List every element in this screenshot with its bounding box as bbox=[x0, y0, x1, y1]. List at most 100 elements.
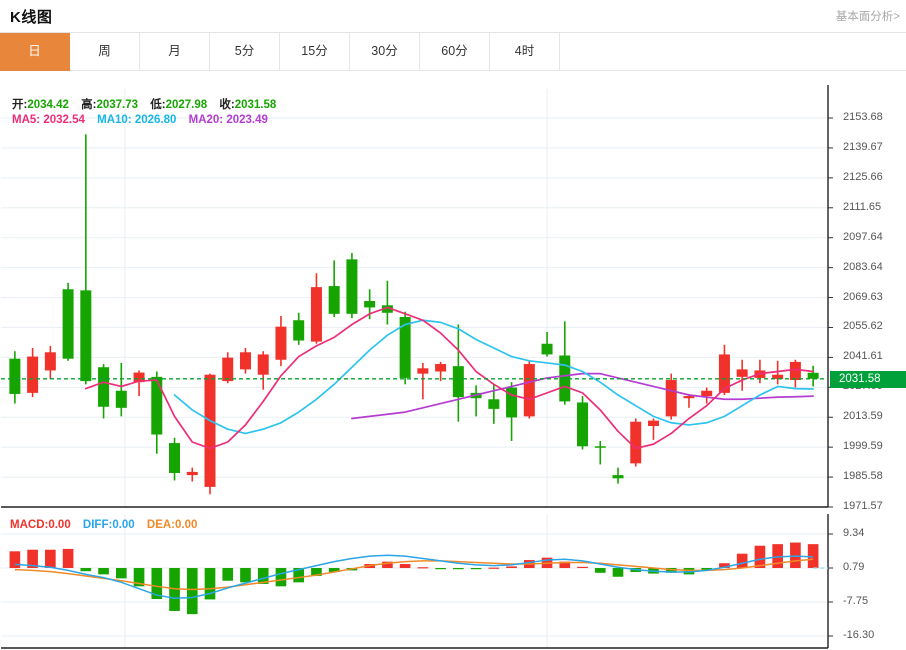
macd-histogram-bar bbox=[9, 551, 21, 569]
candle bbox=[470, 385, 482, 417]
candle-body bbox=[293, 320, 305, 341]
diff-line bbox=[14, 554, 814, 599]
price-axis-label: 2097.64 bbox=[843, 230, 883, 243]
candle-body bbox=[541, 343, 553, 355]
candle bbox=[506, 382, 518, 441]
candle-body bbox=[133, 372, 145, 383]
page-title: K线图 bbox=[10, 9, 53, 26]
candle-body bbox=[9, 358, 21, 394]
current-price-tag: 2031.58 bbox=[830, 370, 906, 388]
candle bbox=[257, 351, 269, 390]
candlestick-plot[interactable] bbox=[0, 71, 906, 512]
macd-histogram-bar bbox=[204, 568, 216, 600]
timeframe-tabbar: 日周月 5分 15分 30分 60分 4时 bbox=[0, 33, 906, 71]
candle bbox=[133, 370, 145, 397]
candle bbox=[435, 361, 447, 382]
macd-histogram-bar bbox=[470, 568, 482, 570]
macd-histogram-bar bbox=[328, 568, 340, 572]
candle-body bbox=[80, 290, 92, 382]
candle bbox=[417, 362, 429, 400]
macd-histogram-bar bbox=[275, 568, 287, 587]
macd-histogram-bar bbox=[754, 545, 766, 569]
candle-body bbox=[169, 443, 181, 473]
price-axis-label: 2069.63 bbox=[843, 290, 883, 303]
candle-body bbox=[683, 396, 695, 399]
candle bbox=[754, 359, 766, 384]
candle bbox=[541, 331, 553, 357]
tab-1[interactable]: 周 bbox=[70, 33, 140, 71]
candle bbox=[239, 348, 251, 374]
macd-histogram-bar bbox=[80, 568, 92, 572]
candle-body bbox=[44, 352, 56, 371]
macd-plot[interactable] bbox=[0, 512, 906, 650]
candle bbox=[115, 362, 127, 417]
macd-histogram-bar bbox=[453, 568, 464, 570]
macd-axis-label: 9.34 bbox=[843, 527, 865, 539]
macd-histogram-bar bbox=[98, 568, 109, 575]
macd-histogram-bar bbox=[772, 544, 783, 569]
candle-body bbox=[435, 364, 447, 372]
macd-histogram-bar bbox=[683, 568, 695, 575]
macd-histogram-bar bbox=[62, 548, 74, 569]
candle bbox=[62, 282, 74, 361]
candle-body bbox=[62, 289, 74, 359]
candle-body bbox=[204, 374, 216, 487]
candle bbox=[772, 360, 784, 385]
candle bbox=[186, 467, 198, 482]
candle-body bbox=[346, 259, 358, 314]
macd-histogram-bar bbox=[115, 568, 127, 579]
price-pane[interactable] bbox=[0, 71, 906, 512]
macd-pane[interactable] bbox=[0, 512, 906, 650]
tab-2[interactable]: 月 bbox=[140, 33, 210, 71]
macd-axis-label: -7.75 bbox=[843, 594, 869, 607]
price-axis-label: 1985.58 bbox=[843, 470, 883, 483]
candle-body bbox=[452, 366, 464, 398]
candle bbox=[222, 352, 234, 384]
candle bbox=[647, 418, 659, 440]
fundamental-analysis-link[interactable]: 基本面分析> bbox=[835, 11, 900, 23]
candle bbox=[612, 467, 624, 484]
macd-histogram-bar bbox=[488, 567, 500, 569]
macd-histogram-bar bbox=[45, 549, 56, 569]
candle bbox=[310, 273, 322, 344]
candle bbox=[151, 371, 163, 454]
macd-histogram-bar bbox=[186, 568, 198, 615]
candle bbox=[293, 312, 305, 345]
candle-body bbox=[736, 369, 748, 377]
tab-0[interactable]: 日 bbox=[0, 33, 70, 71]
macd-axis-label: -16.30 bbox=[843, 629, 875, 641]
candle bbox=[381, 280, 393, 325]
macd-histogram-bar bbox=[27, 549, 38, 569]
tab-4[interactable]: 15分 bbox=[280, 33, 350, 71]
candle-body bbox=[647, 420, 659, 426]
macd-histogram-bar bbox=[665, 568, 677, 573]
macd-histogram-bar bbox=[807, 544, 819, 569]
macd-histogram-bar bbox=[417, 567, 429, 569]
candle-body bbox=[257, 354, 269, 375]
widget-header: K线图 基本面分析> bbox=[0, 0, 906, 33]
candle-body bbox=[417, 368, 429, 374]
candle-body bbox=[488, 399, 500, 409]
candle-body bbox=[222, 357, 234, 382]
macd-histogram-bar bbox=[311, 568, 322, 576]
macd-histogram-bar bbox=[257, 568, 269, 584]
candle-body bbox=[27, 356, 39, 393]
candle-body bbox=[310, 287, 322, 342]
candle bbox=[523, 360, 535, 419]
macd-histogram-bar bbox=[612, 568, 624, 577]
macd-histogram-bar bbox=[222, 568, 234, 581]
macd-histogram-bar bbox=[435, 568, 446, 570]
candle-body bbox=[399, 317, 411, 378]
price-axis-label: 1999.59 bbox=[843, 440, 883, 453]
candle-body bbox=[275, 326, 287, 360]
candle bbox=[665, 373, 677, 420]
tab-6[interactable]: 60分 bbox=[420, 33, 490, 71]
dea-line bbox=[14, 558, 814, 591]
tab-5[interactable]: 30分 bbox=[350, 33, 420, 71]
tab-7[interactable]: 4时 bbox=[490, 33, 560, 71]
tab-3[interactable]: 5分 bbox=[210, 33, 280, 71]
candle bbox=[683, 393, 695, 408]
price-axis-label: 1971.57 bbox=[843, 500, 883, 512]
candle-body bbox=[186, 471, 198, 476]
candle-body bbox=[98, 367, 110, 407]
